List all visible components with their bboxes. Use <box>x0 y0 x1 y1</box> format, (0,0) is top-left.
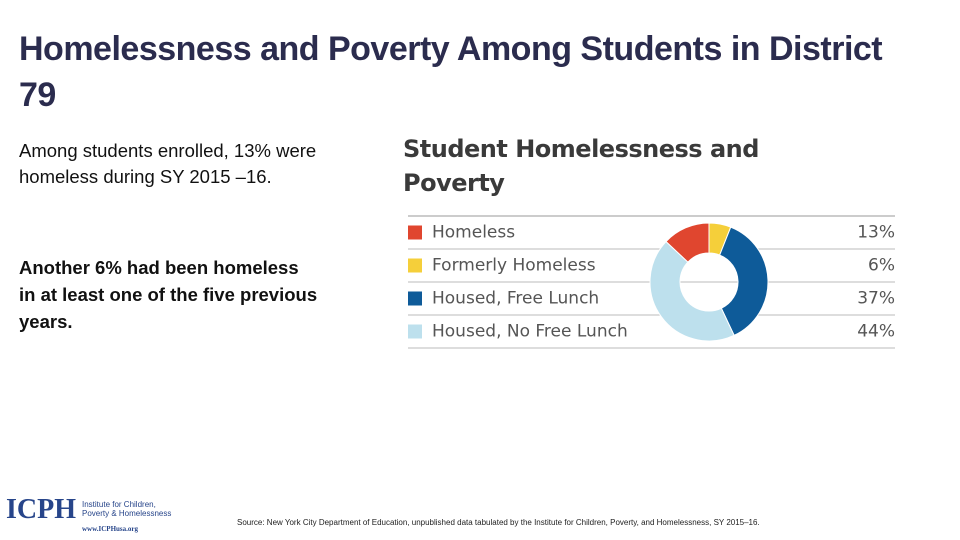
chart-title: Student Homelessness and Poverty <box>403 135 759 197</box>
value-label: 37% <box>857 289 895 309</box>
body-text: Among students enrolled, 13% were homele… <box>19 140 317 187</box>
value-label: 44% <box>857 322 895 342</box>
logo-url: www.ICPHusa.org <box>82 525 139 533</box>
legend-swatch <box>408 225 422 240</box>
legend-label: Housed, Free Lunch <box>432 289 599 309</box>
value-label: 6% <box>868 256 895 276</box>
legend-swatch <box>408 324 422 339</box>
legend-label: Housed, No Free Lunch <box>432 322 628 342</box>
value-label: 13% <box>857 223 895 243</box>
donut-segment <box>719 226 769 337</box>
donut-segment <box>649 240 735 342</box>
logo-name: Institute for Children, Poverty & Homele… <box>82 500 172 518</box>
legend-label: Formerly Homeless <box>432 256 596 276</box>
legend-swatch <box>408 258 422 273</box>
chart-title-box: Student Homelessness and Poverty <box>403 135 759 197</box>
body-text: Another 6% had been homeless in at least… <box>19 257 318 332</box>
legend-swatch <box>408 291 422 306</box>
slide-title: Homelessness and Poverty Among Students … <box>19 30 883 114</box>
source-note: Source: New York City Department of Educ… <box>237 518 760 527</box>
legend-label: Homeless <box>432 223 515 243</box>
logo: ICPH <box>6 494 76 525</box>
